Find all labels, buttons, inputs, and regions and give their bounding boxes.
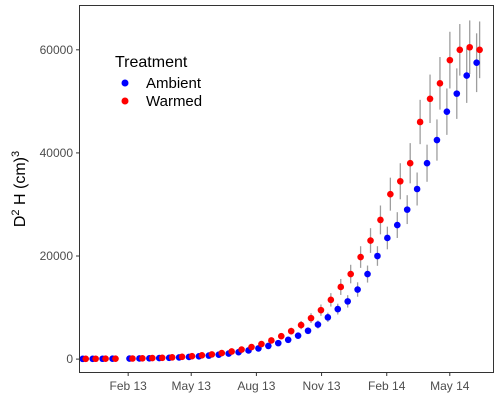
x-tick-label: Feb 14 [368,379,406,393]
point-warmed [198,352,206,359]
point-warmed [357,253,364,261]
point-ambient [334,305,342,313]
point-warmed [337,283,345,291]
data-points [79,43,483,363]
point-warmed [149,354,156,362]
x-tick-label: May 13 [172,379,212,393]
legend: Treatment Ambient Warmed [115,54,202,110]
point-warmed [268,337,275,344]
legend-key-ambient [121,79,129,87]
point-ambient [304,327,312,335]
point-ambient [433,136,441,144]
y-tick-label: 60000 [40,43,74,57]
point-ambient [453,90,461,97]
point-warmed [168,354,176,361]
point-ambient [443,108,451,115]
point-warmed [387,190,394,198]
point-warmed [307,314,315,322]
point-ambient [413,185,421,193]
point-warmed [158,354,166,362]
error-bars [250,20,481,349]
point-ambient [473,59,480,67]
point-warmed [112,355,119,362]
point-warmed [287,327,295,335]
x-tick-label: Aug 13 [237,379,275,393]
point-ambient [423,159,431,167]
point-warmed [327,296,335,304]
point-warmed [396,177,404,185]
point-ambient [265,342,272,350]
point-warmed [258,340,265,348]
legend-label-warmed: Warmed [146,93,202,110]
legend-key-warmed [121,97,129,105]
point-warmed [367,237,374,244]
point-warmed [102,355,109,363]
point-warmed [129,355,136,362]
point-ambient [314,321,322,328]
plot-panel [79,5,494,373]
point-warmed [238,346,245,353]
point-warmed [377,216,384,224]
y-tick-label: 20000 [40,249,74,263]
point-warmed [416,118,424,126]
y-axis-title: D2 H (cm)3 [10,151,29,227]
point-warmed [476,46,483,54]
x-tick-label: May 14 [430,379,470,393]
point-warmed [248,343,255,351]
point-warmed [92,355,99,363]
point-warmed [277,332,285,340]
point-warmed [456,46,464,54]
point-warmed [228,348,235,355]
point-ambient [324,314,332,321]
point-warmed [426,95,434,103]
point-ambient [284,336,292,344]
point-warmed [218,349,226,357]
legend-title: Treatment [115,54,188,71]
point-warmed [466,43,474,51]
point-warmed [446,56,454,64]
point-ambient [463,72,471,79]
point-warmed [139,354,146,362]
point-ambient [364,270,371,278]
point-warmed [297,321,305,329]
point-warmed [82,355,90,363]
point-ambient [274,339,282,347]
y-axis: 0 20000 40000 60000 [40,43,80,366]
point-ambient [374,252,381,260]
point-warmed [178,353,186,361]
x-tick-label: Feb 13 [109,379,147,393]
point-ambient [294,332,302,339]
legend-label-ambient: Ambient [146,75,202,92]
point-warmed [317,306,325,314]
point-ambient [344,298,351,305]
point-ambient [403,206,411,213]
point-ambient [393,221,401,229]
point-warmed [436,80,444,87]
point-ambient [354,286,361,293]
point-ambient [384,234,391,242]
point-warmed [188,352,196,360]
x-tick-label: Nov 13 [303,379,341,393]
point-warmed [347,270,354,278]
point-warmed [406,159,414,167]
point-warmed [208,351,216,358]
y-tick-label: 40000 [40,146,74,160]
x-axis: Feb 13 May 13 Aug 13 Nov 13 Feb 14 May 14 [109,372,470,393]
y-tick-label: 0 [66,352,73,366]
